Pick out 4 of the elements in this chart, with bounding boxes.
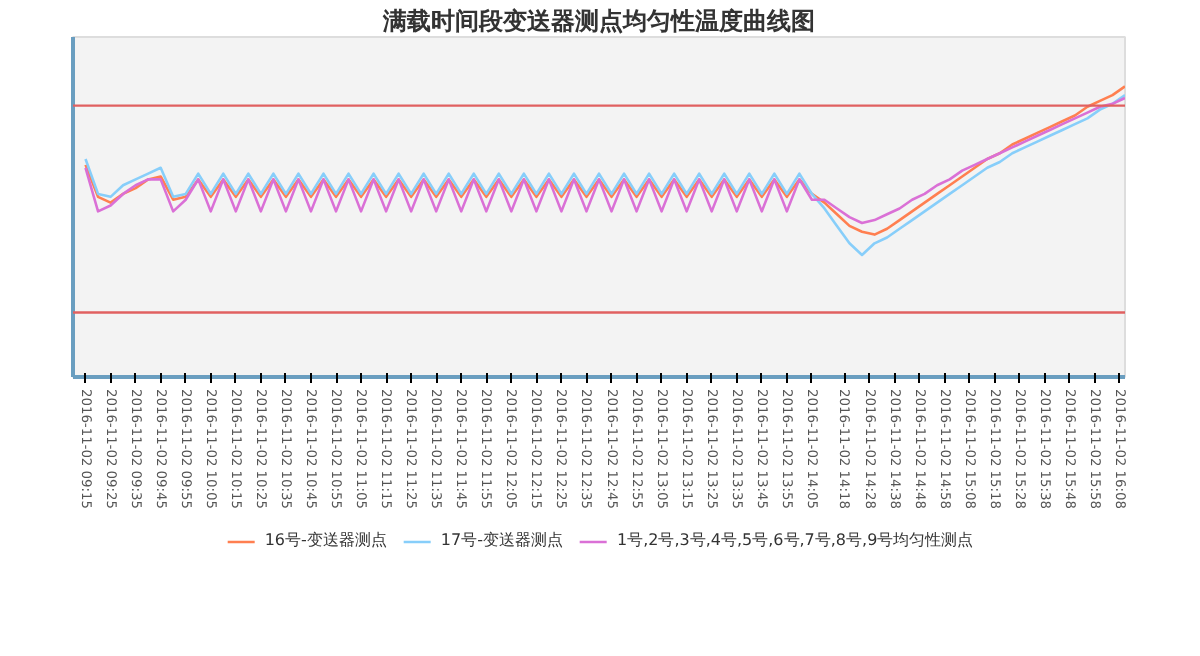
legend-label: 16号-变送器测点 xyxy=(264,529,387,551)
legend-label: 1号,2号,3号,4号,5号,6号,7号,8号,9号均匀性测点 xyxy=(617,529,974,551)
legend-label: 17号-变送器测点 xyxy=(440,529,563,551)
chart-title: 满载时间段变送器测点均匀性温度曲线图 xyxy=(381,7,815,35)
